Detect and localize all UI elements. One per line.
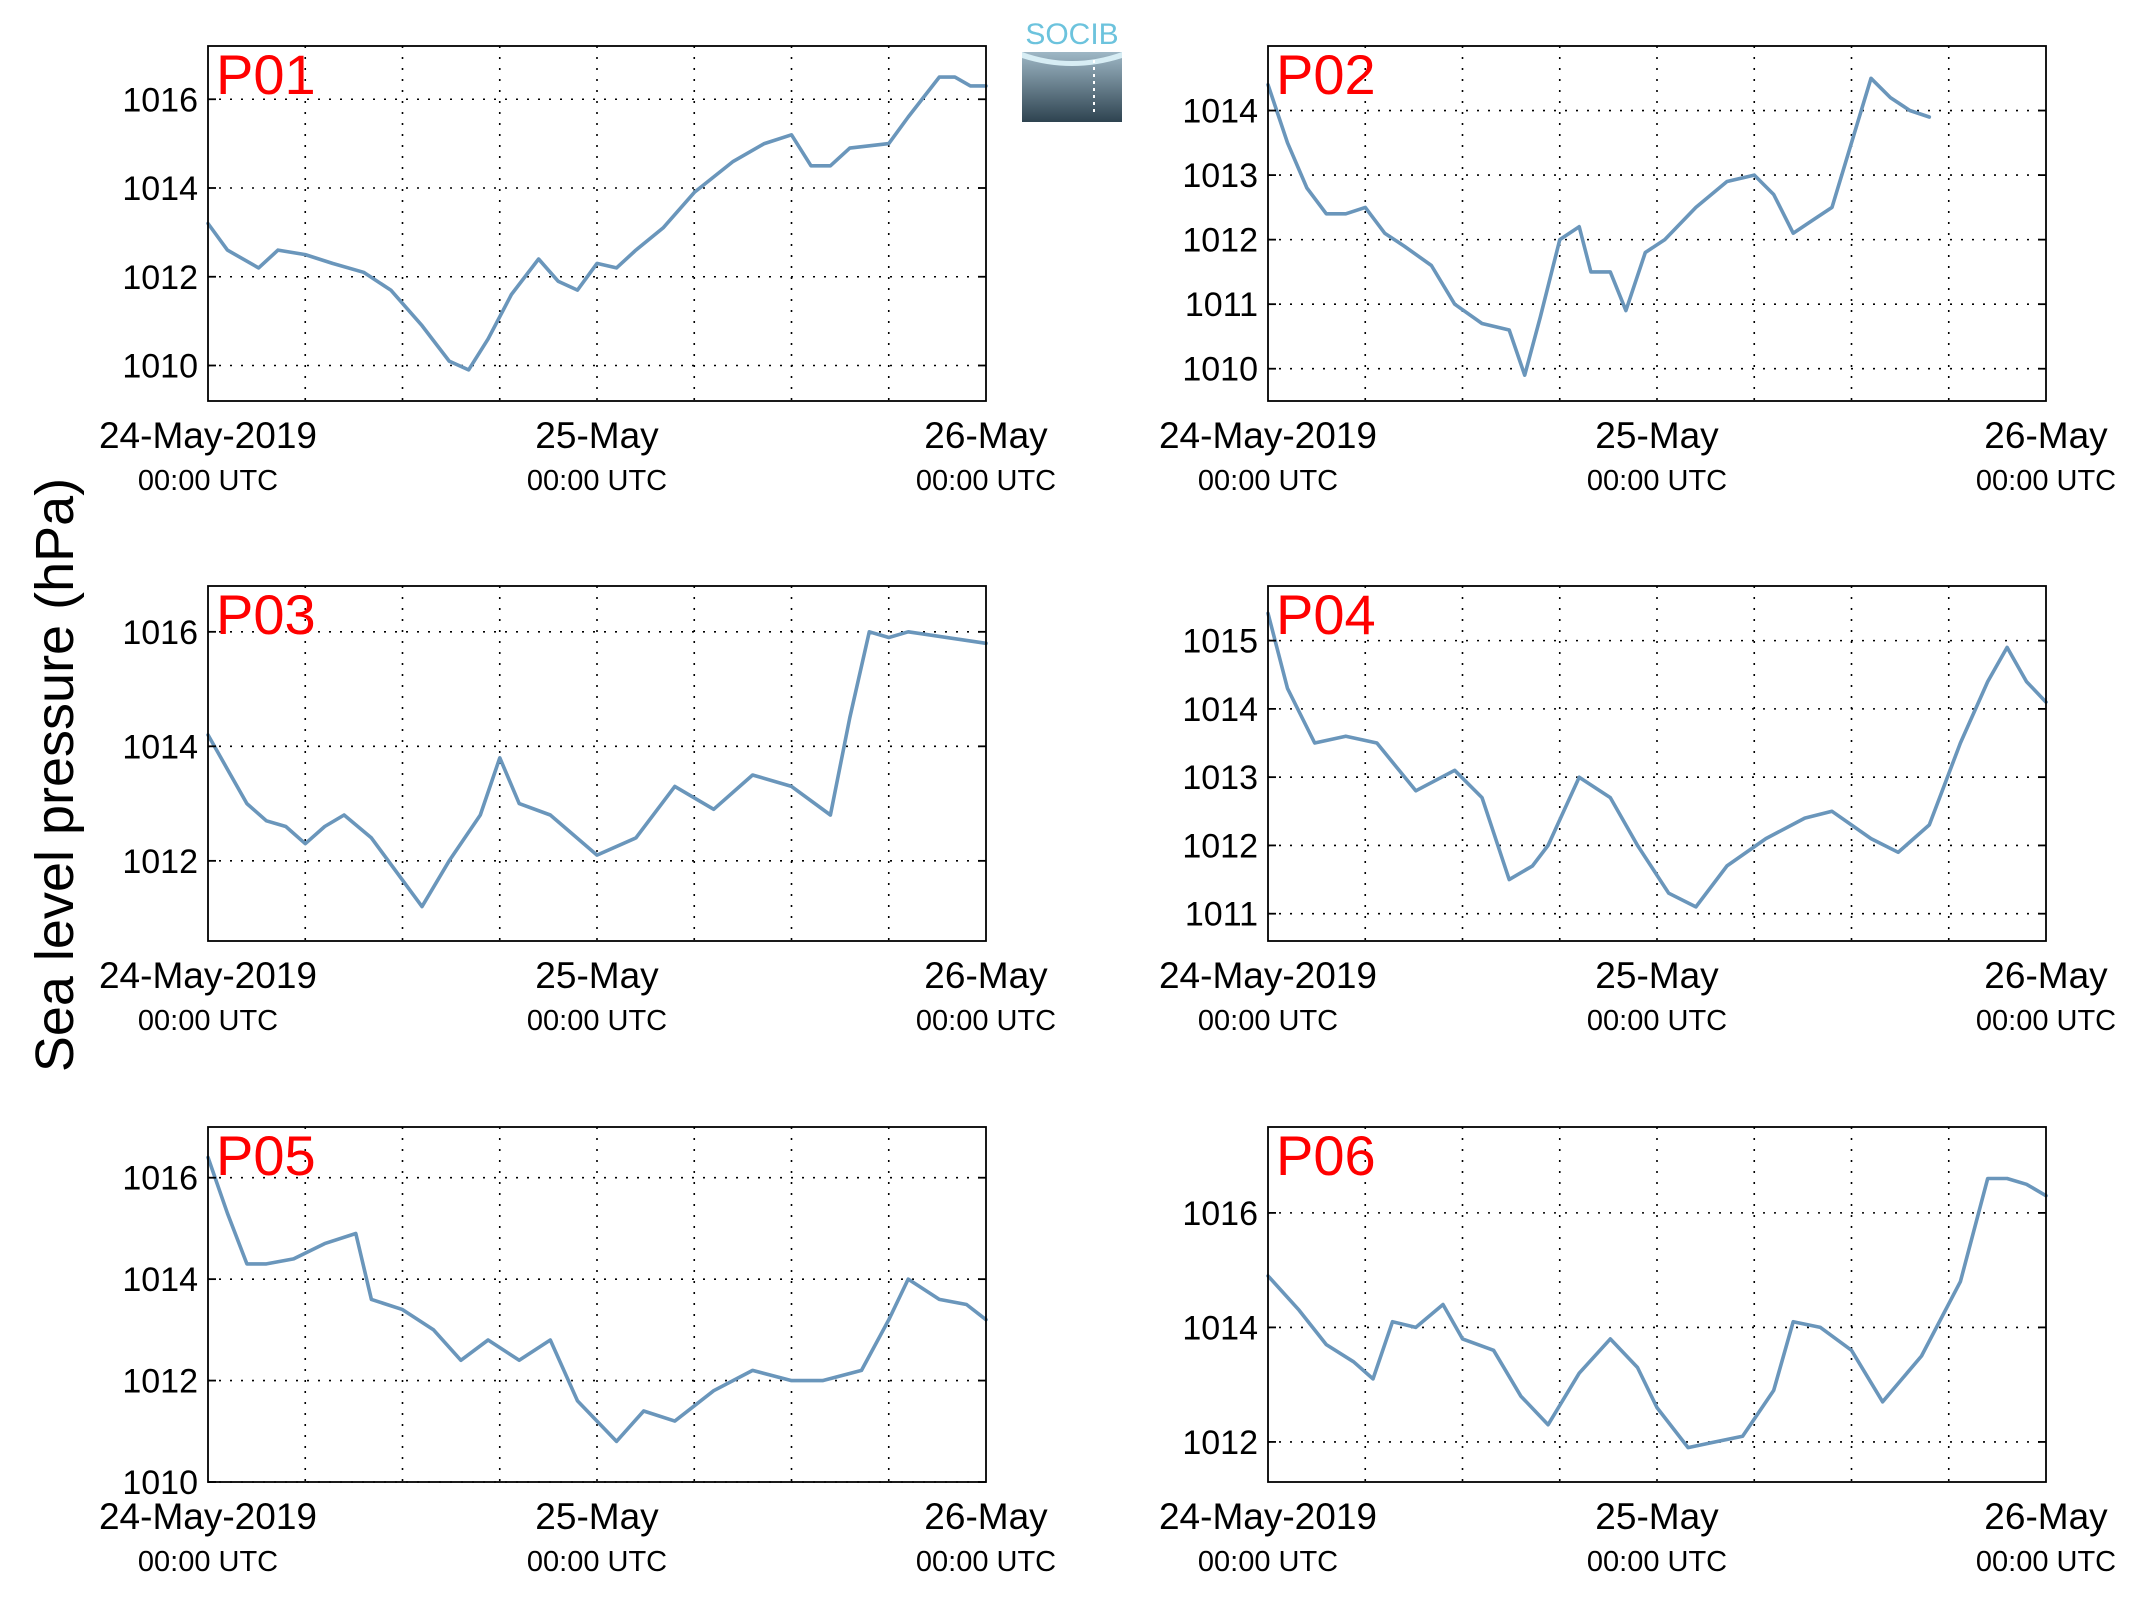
panel-label: P04 [1276, 583, 1376, 646]
panel-p03: 1012 1014 1016 24-May-2019 00:00 UTC 25-May 00… [99, 583, 1056, 1037]
y-tick-label: 1014 [1182, 1309, 1258, 1347]
x-tick-label-date: 25-May [1595, 1496, 1719, 1537]
y-tick-label: 1014 [1182, 691, 1258, 729]
axes-frame [1267, 1126, 2047, 1483]
y-tick-label: 1014 [122, 1261, 198, 1299]
x-tick-label-time: 00:00 UTC [1587, 1546, 1727, 1578]
y-tick-label: 1010 [122, 1464, 198, 1502]
x-tick-label-time: 00:00 UTC [1587, 465, 1727, 497]
x-tick-label-date: 25-May [535, 415, 659, 456]
x-tick-label-time: 00:00 UTC [1198, 1005, 1338, 1037]
panel-p06: 1012 1014 1016 24-May-2019 00:00 UTC 25-May 00… [1159, 1124, 2116, 1578]
y-tick-label: 1012 [1182, 222, 1258, 260]
x-tick-label-time: 00:00 UTC [1976, 1546, 2116, 1578]
y-tick-label: 1012 [1182, 827, 1258, 865]
x-tick-label-time: 00:00 UTC [916, 1546, 1056, 1578]
y-tick-label: 1012 [1182, 1424, 1258, 1462]
x-tick-label-date: 25-May [1595, 955, 1719, 996]
panel-p02: 1010 1011 1012 1013 1014 24-May-2019 00:00 UTC… [1159, 43, 2116, 497]
axes-frame [1267, 585, 2047, 942]
y-tick-label: 1012 [122, 259, 198, 297]
panel-p04: 1011 1012 1013 1014 1015 24-May-2019 00:00 UTC… [1159, 583, 2116, 1037]
x-tick-label-date: 24-May-2019 [1159, 955, 1377, 996]
y-tick-label: 1011 [1185, 896, 1258, 934]
x-tick-label-time: 00:00 UTC [1198, 465, 1338, 497]
x-tick-label-time: 00:00 UTC [1976, 1005, 2116, 1037]
y-tick-label: 1014 [1182, 93, 1258, 131]
x-tick-label-time: 00:00 UTC [1587, 1005, 1727, 1037]
x-tick-label-date: 26-May [924, 955, 1048, 996]
panel-label: P05 [216, 1124, 316, 1187]
x-tick-label-date: 25-May [535, 1496, 659, 1537]
y-tick-label: 1014 [122, 728, 198, 766]
x-tick-label-time: 00:00 UTC [916, 1005, 1056, 1037]
socib-logo: SOCIB [1022, 20, 1122, 122]
x-tick-label-date: 26-May [924, 1496, 1048, 1537]
axes-frame [207, 1126, 987, 1483]
x-tick-label-time: 00:00 UTC [527, 1546, 667, 1578]
pressure-series-line [206, 630, 988, 909]
panel-label: P03 [216, 583, 316, 646]
y-tick-label: 1012 [122, 1363, 198, 1401]
x-tick-label-time: 00:00 UTC [527, 465, 667, 497]
pressure-series-line [1266, 1176, 2048, 1450]
x-tick-label-date: 26-May [924, 415, 1048, 456]
x-tick-label-time: 00:00 UTC [527, 1005, 667, 1037]
pressure-series-line [1266, 611, 2048, 909]
x-tick-label-date: 26-May [1984, 1496, 2108, 1537]
x-tick-label-date: 24-May-2019 [99, 1496, 317, 1537]
logo-mark-icon [1022, 52, 1122, 122]
y-tick-label: 1013 [1182, 157, 1258, 195]
x-tick-label-time: 00:00 UTC [138, 465, 278, 497]
y-tick-label: 1010 [1182, 351, 1258, 389]
x-tick-label-date: 24-May-2019 [1159, 415, 1377, 456]
pressure-series-line [206, 75, 988, 372]
y-tick-label: 1011 [1185, 286, 1258, 324]
x-tick-label-date: 25-May [535, 955, 659, 996]
x-tick-label-time: 00:00 UTC [916, 465, 1056, 497]
panel-label: P02 [1276, 43, 1376, 106]
y-tick-label: 1016 [122, 1160, 198, 1198]
pressure-series-line [206, 1155, 988, 1444]
axes-frame [207, 585, 987, 942]
axes-frame [1267, 45, 2047, 402]
x-tick-label-time: 00:00 UTC [138, 1546, 278, 1578]
x-tick-label-time: 00:00 UTC [1198, 1546, 1338, 1578]
panel-label: P06 [1276, 1124, 1376, 1187]
logo-text: SOCIB [1025, 18, 1119, 51]
x-tick-label-time: 00:00 UTC [138, 1005, 278, 1037]
panel-p01: 1010 1012 1014 1016 24-May-2019 00:00 UTC 25-M… [99, 43, 1056, 497]
y-axis-label: Sea level pressure (hPa) [25, 477, 85, 1073]
y-tick-label: 1010 [122, 348, 198, 386]
pressure-series-line [1266, 76, 1932, 377]
x-tick-label-date: 26-May [1984, 415, 2108, 456]
x-tick-label-date: 25-May [1595, 415, 1719, 456]
y-tick-label: 1016 [1182, 1195, 1258, 1233]
axes-frame [207, 45, 987, 402]
panel-p05: 1010 1012 1014 1016 24-May-2019 00:00 UTC 25-M… [99, 1124, 1056, 1578]
y-tick-label: 1012 [122, 843, 198, 881]
y-tick-label: 1014 [122, 170, 198, 208]
x-tick-label-date: 24-May-2019 [99, 415, 317, 456]
x-tick-label-time: 00:00 UTC [1976, 465, 2116, 497]
y-tick-label: 1013 [1182, 759, 1258, 797]
x-tick-label-date: 24-May-2019 [99, 955, 317, 996]
x-tick-label-date: 24-May-2019 [1159, 1496, 1377, 1537]
y-tick-label: 1016 [122, 81, 198, 119]
y-tick-label: 1015 [1182, 623, 1258, 661]
y-tick-label: 1016 [122, 614, 198, 652]
panel-label: P01 [216, 43, 316, 106]
x-tick-label-date: 26-May [1984, 955, 2108, 996]
